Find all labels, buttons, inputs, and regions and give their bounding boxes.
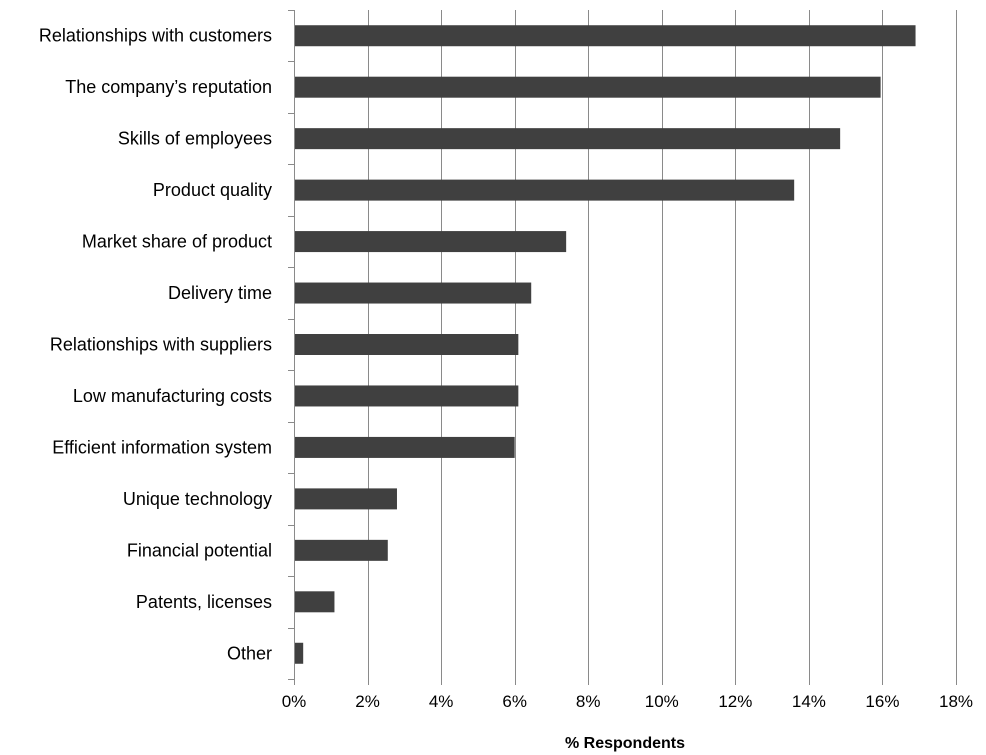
bar: [295, 488, 397, 510]
bar: [295, 385, 519, 407]
bar: [295, 179, 795, 201]
bar: [295, 334, 519, 355]
category-label: Unique technology: [123, 489, 272, 509]
category-label: The company’s reputation: [65, 77, 272, 97]
x-tick-label: 14%: [792, 692, 826, 711]
x-axis-title: % Respondents: [565, 735, 685, 752]
category-label: Financial potential: [127, 540, 272, 560]
bar: [295, 436, 515, 458]
bar: [295, 25, 916, 47]
category-label: Relationships with customers: [39, 26, 272, 46]
bars: [295, 25, 916, 664]
category-label: Efficient information system: [52, 437, 272, 457]
x-tick-label: 0%: [282, 692, 307, 711]
bar: [295, 76, 881, 98]
bar: [295, 231, 567, 253]
category-label: Patents, licenses: [136, 592, 272, 612]
category-label: Relationships with suppliers: [50, 335, 272, 355]
x-tick-label: 12%: [718, 692, 752, 711]
category-label: Skills of employees: [118, 129, 272, 149]
x-tick-label: 6%: [502, 692, 527, 711]
bar: [295, 642, 304, 664]
x-tick-label: 16%: [865, 692, 899, 711]
category-label: Delivery time: [168, 283, 272, 303]
category-label: Low manufacturing costs: [73, 386, 272, 406]
x-tick-label: 18%: [939, 692, 973, 711]
x-tick-label: 2%: [355, 692, 380, 711]
category-label: Other: [227, 643, 272, 663]
x-tick-label: 8%: [576, 692, 601, 711]
bar: [295, 539, 388, 561]
category-label: Product quality: [153, 180, 272, 200]
category-label: Market share of product: [82, 232, 272, 252]
bar: [295, 282, 532, 304]
x-tick-labels: 0% 2% 4% 6% 8% 10% 12% 14% 16% 18%: [282, 692, 973, 711]
gridlines: [368, 10, 957, 679]
category-labels: Relationships with customers The company’…: [39, 26, 272, 664]
bar: [295, 591, 335, 613]
x-tick-label: 10%: [645, 692, 679, 711]
bar: [295, 128, 841, 150]
x-tick-label: 4%: [429, 692, 454, 711]
axes: [288, 10, 957, 685]
